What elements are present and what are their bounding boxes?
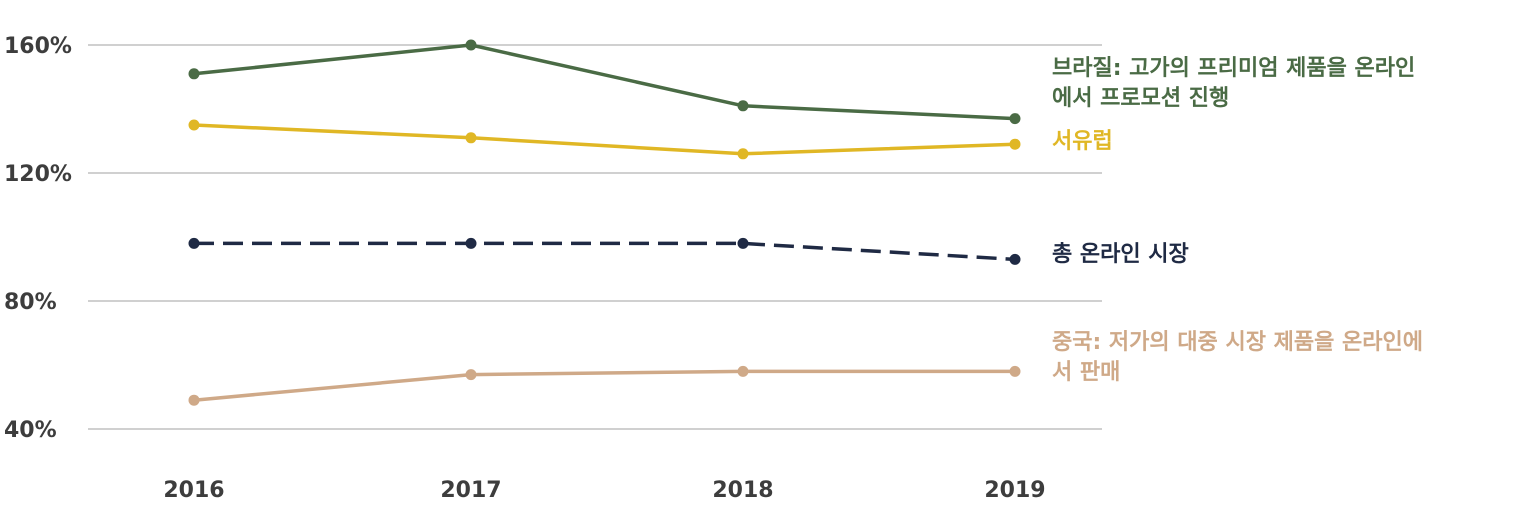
x-tick-label: 2017 [440,478,501,503]
y-tick-label: 120% [4,162,72,187]
series-label-brazil: 브라질: 고가의 프리미엄 제품을 온라인에서 프로모션 진행 [1052,56,1416,111]
data-point [465,369,477,381]
data-point [465,237,477,249]
data-point [188,68,200,80]
data-point [188,237,200,249]
series-label-western-europe: 서유럽 [1052,129,1113,154]
y-tick-label: 40% [4,418,57,443]
gridlines [88,44,1102,430]
data-point [1009,253,1021,265]
series-line-2 [194,241,1016,262]
data-point [465,39,477,51]
data-point [737,365,749,377]
series-line-0 [193,43,1016,121]
data-point [188,119,200,131]
data-point [1009,365,1021,377]
data-point [465,132,477,144]
x-tick-label: 2016 [163,478,224,503]
series-label-total-online-market: 총 온라인 시장 [1052,242,1189,267]
y-tick-label: 160% [4,34,72,59]
data-point [1009,138,1021,150]
series-lines [193,43,1016,402]
data-point [1009,113,1021,125]
x-tick-label: 2018 [712,478,773,503]
series-line-3 [193,369,1015,402]
y-tick-label: 80% [4,290,57,315]
series-points [188,39,1021,406]
data-point [737,148,749,160]
y-axis-ticks: 160% 120% 80% 40% [4,34,72,443]
x-axis-ticks: 2016 2017 2018 2019 [163,478,1045,503]
data-point [737,237,749,249]
series-line-1 [193,123,1016,156]
series-label-china: 중국: 저가의 대중 시장 제품을 온라인에서 판매 [1052,330,1423,385]
x-tick-label: 2019 [984,478,1045,503]
data-point [188,394,200,406]
data-point [737,100,749,112]
